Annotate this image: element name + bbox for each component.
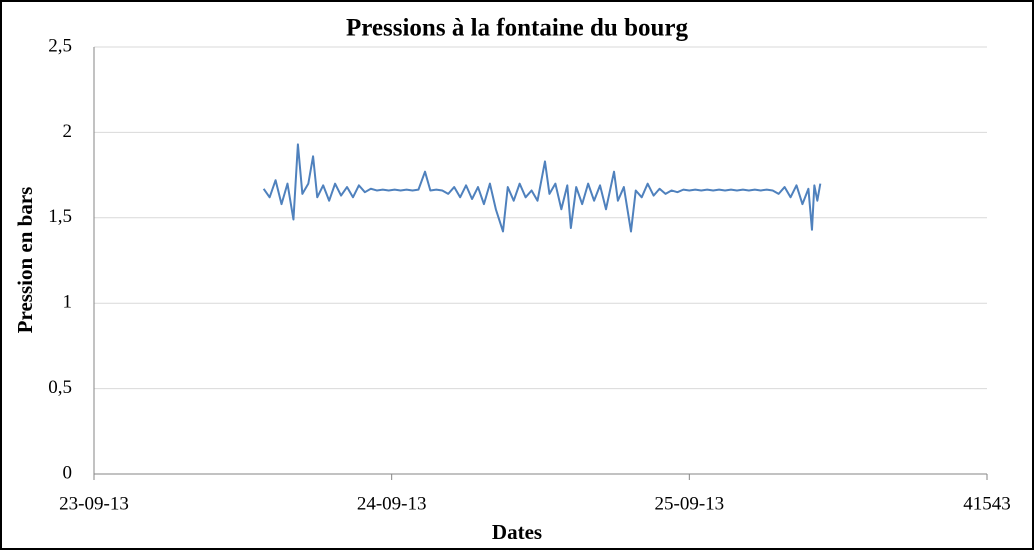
chart-title: Pressions à la fontaine du bourg (346, 15, 688, 42)
y-axis-title: Pression en bars (13, 187, 37, 334)
y-tick-label: 0,5 (48, 377, 72, 398)
x-axis-title: Dates (492, 520, 542, 544)
x-tick-label: 23-09-13 (59, 493, 129, 514)
x-tick-label: 41543 (963, 493, 1011, 514)
x-tick-label: 24-09-13 (357, 493, 427, 514)
y-tick-label: 1 (63, 292, 73, 313)
y-tick-label: 2 (63, 121, 73, 142)
x-tick-label: 25-09-13 (655, 493, 725, 514)
y-tick-label: 2,5 (48, 35, 72, 56)
y-tick-label: 1,5 (48, 206, 72, 227)
y-tick-label: 0 (63, 462, 73, 483)
line (262, 143, 822, 233)
